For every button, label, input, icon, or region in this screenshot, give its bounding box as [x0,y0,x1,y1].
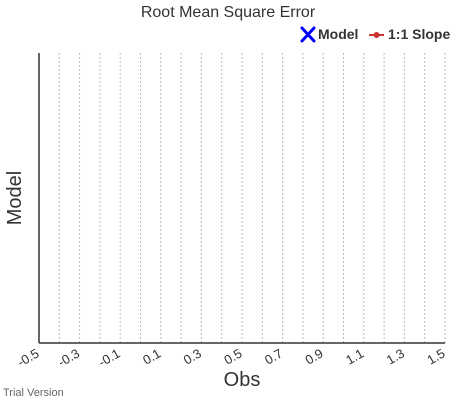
grid-lines [58,53,446,343]
x-tick-label: 1.5 [424,346,447,368]
x-tick-label: -0.5 [15,346,42,370]
x-tick-label: 0.1 [140,346,163,368]
x-axis-title: Obs [224,369,261,391]
chart-title: Root Mean Square Error [141,4,316,21]
cross-marker-icon [300,26,316,43]
x-tick-label: -0.1 [96,346,123,370]
legend: Model 1:1 Slope [300,26,450,43]
x-tick-label: 1.1 [343,346,366,368]
x-tick-label: 0.9 [303,346,326,368]
x-tick-label: -0.3 [55,346,82,370]
x-tick-labels: -0.5 -0.3 -0.1 0.1 0.3 0.5 0.7 0.9 1.1 1.3 1.5 [15,346,448,370]
legend-label-slope: 1:1 Slope [388,26,450,42]
x-tick-label: 0.3 [181,346,204,368]
legend-label-model: Model [318,26,358,42]
legend-item-slope[interactable]: 1:1 Slope [369,26,450,42]
x-tick-label: 0.7 [262,346,285,368]
y-axis-title: Model [4,171,26,225]
line-dot-marker-icon [369,32,384,38]
x-tick-label: 0.5 [221,346,244,368]
x-tick-label: 1.3 [384,346,407,368]
trial-version-credit: Trial Version [3,387,64,399]
legend-item-model[interactable]: Model [300,26,358,43]
